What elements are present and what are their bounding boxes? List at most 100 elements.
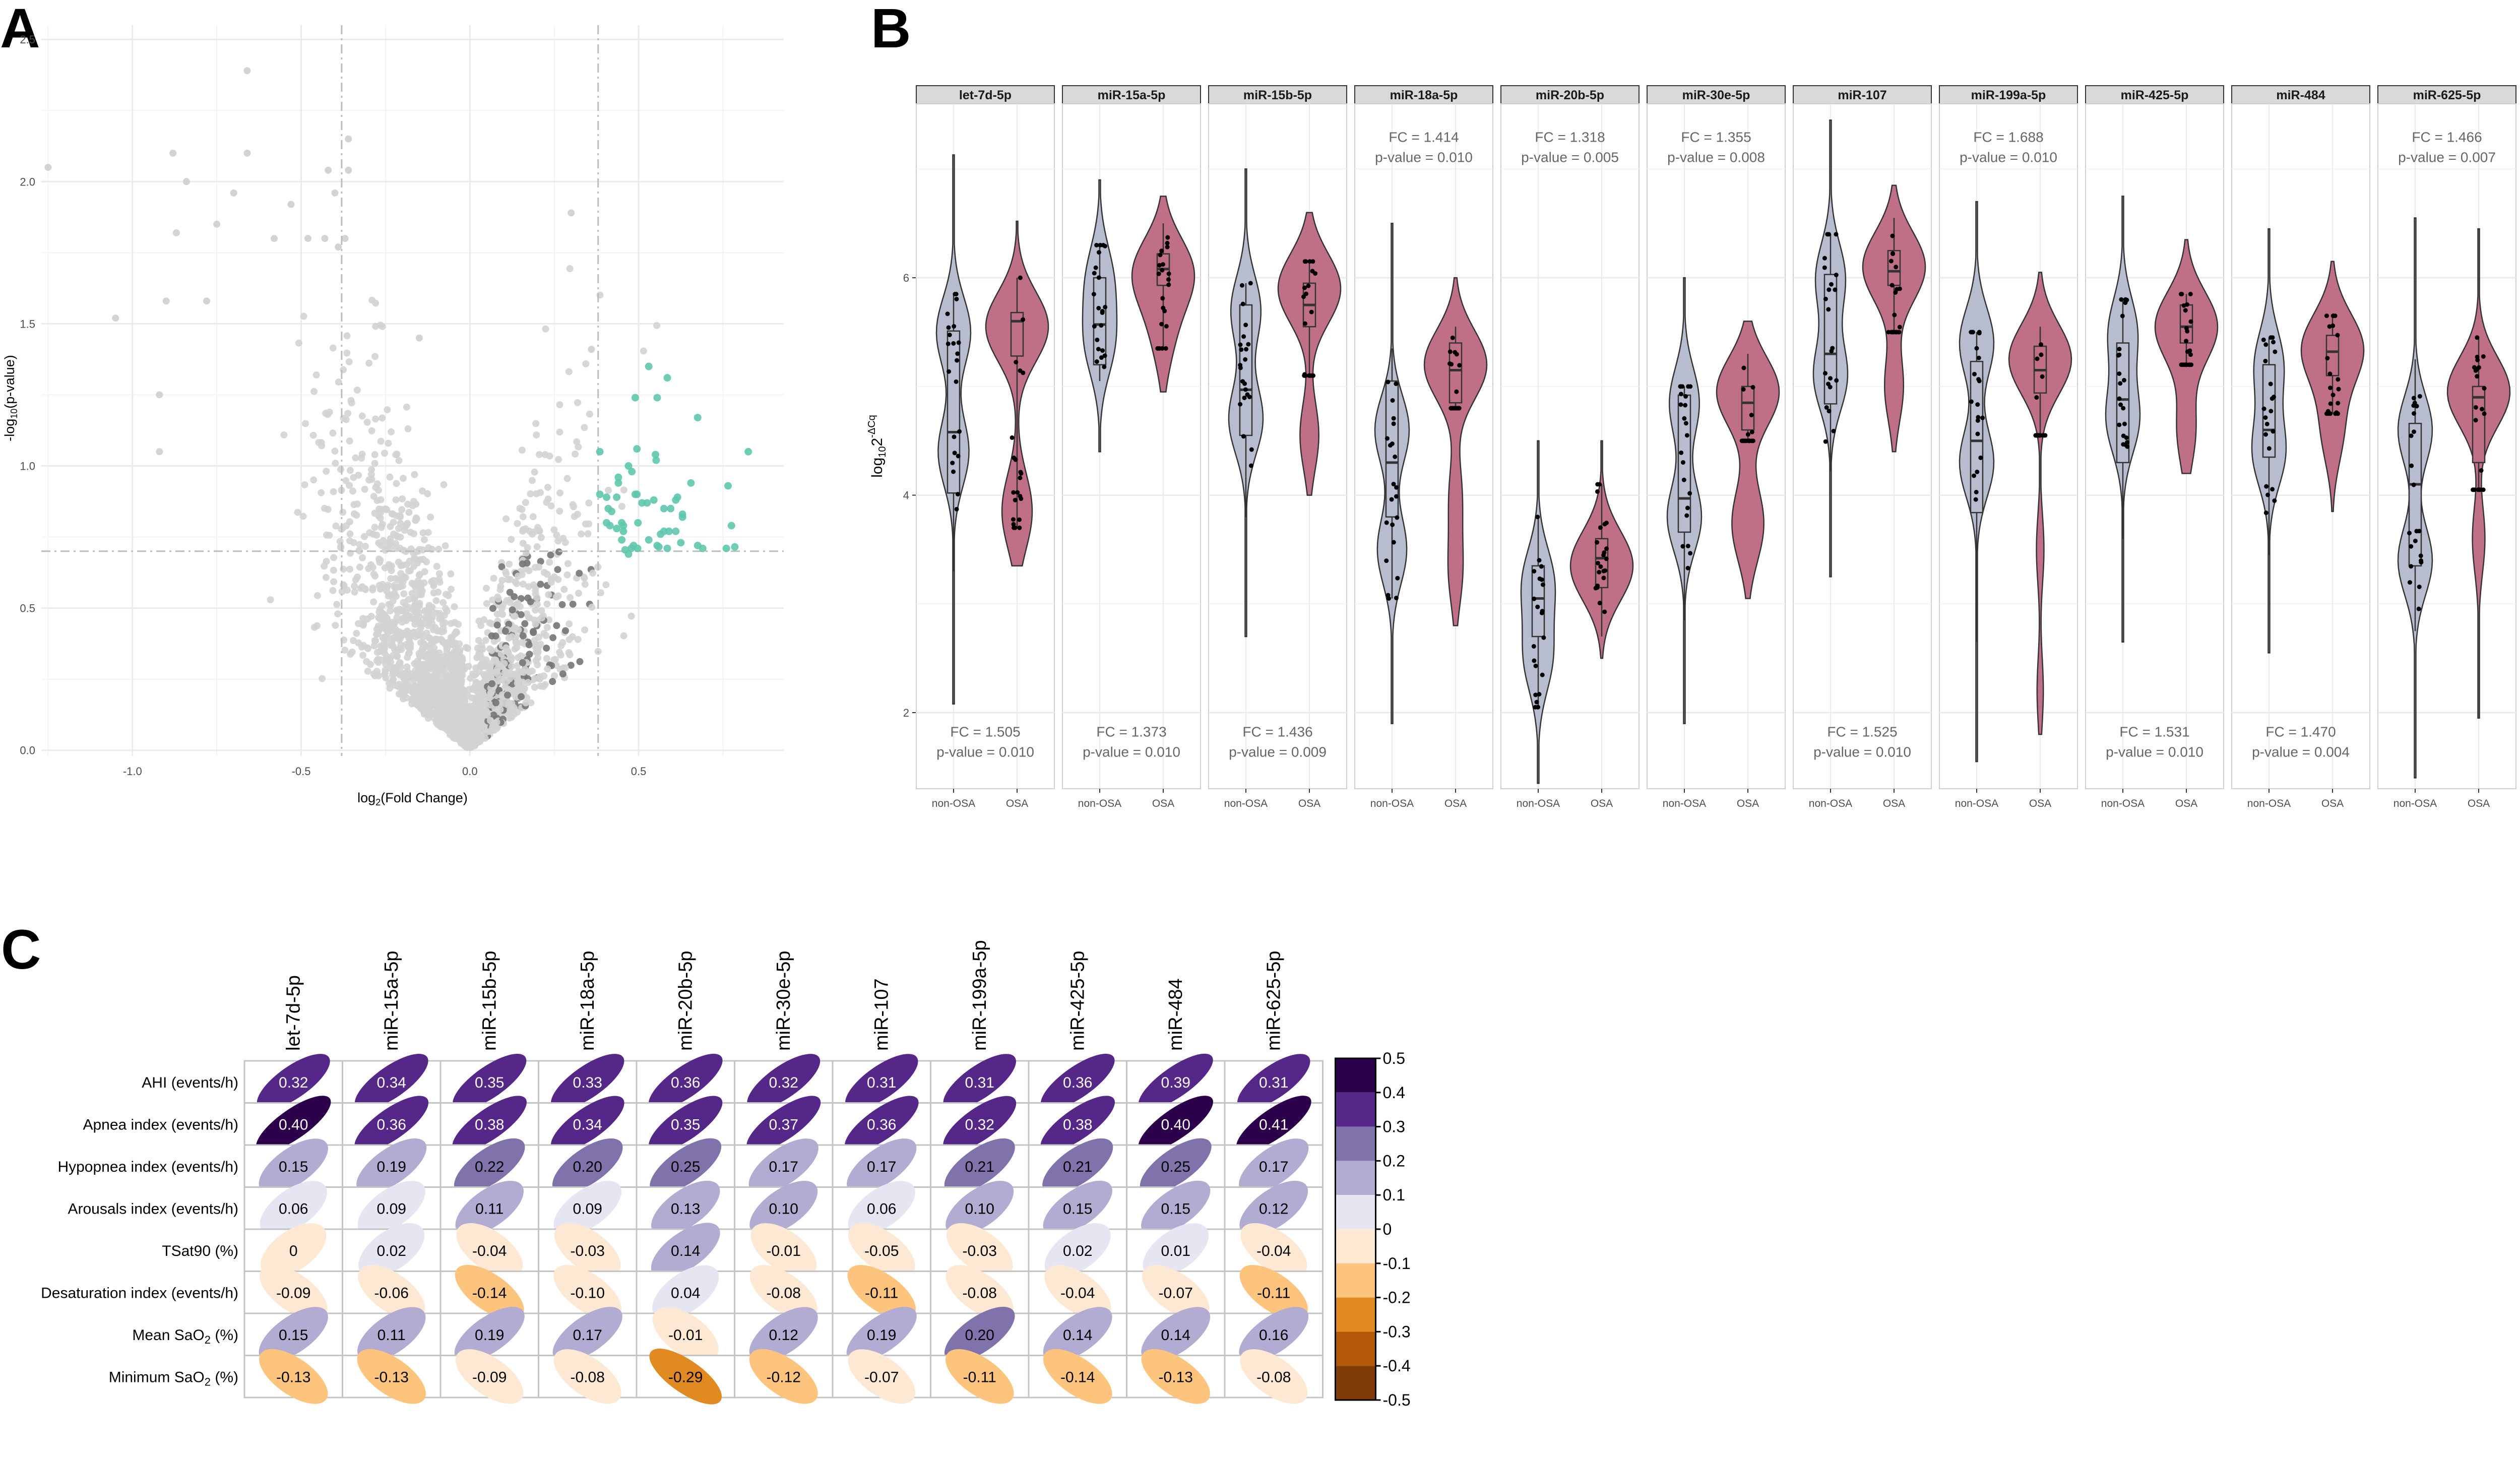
x-tick-label: non-OSA: [2247, 798, 2291, 809]
correlation-value: 0.14: [671, 1243, 700, 1259]
significant-point: [614, 473, 622, 481]
data-point: [1750, 385, 1755, 390]
data-point: [2480, 407, 2485, 412]
correlation-value: -0.09: [472, 1369, 507, 1385]
x-tick-label: OSA: [1591, 798, 1613, 809]
data-point: [566, 265, 574, 273]
data-point: [368, 427, 375, 434]
data-point: [945, 311, 950, 316]
data-point: [1158, 252, 1163, 258]
data-point: [1969, 399, 1974, 404]
correlation-value: -0.04: [472, 1243, 507, 1259]
x-tick-label: -1.0: [123, 765, 142, 778]
data-point: [329, 344, 337, 352]
fc-annotation: FC = 1.688: [1973, 130, 2043, 145]
correlation-ellipse: [848, 1181, 915, 1236]
boxplot-box: [2472, 386, 2486, 464]
correlation-ellipse: [746, 1096, 821, 1153]
correlation-value: 0.14: [1063, 1327, 1092, 1344]
data-point: [392, 496, 400, 503]
correlation-cell: 0.38: [1028, 1096, 1127, 1153]
data-point: [385, 561, 393, 568]
data-point: [2475, 374, 2480, 379]
data-point: [954, 506, 959, 512]
correlation-value: 0.11: [377, 1327, 406, 1344]
data-point: [417, 621, 425, 628]
data-point: [1098, 242, 1103, 247]
data-point: [547, 579, 555, 586]
data-point: [2118, 402, 2123, 407]
correlation-cell: -0.05: [832, 1223, 931, 1278]
data-point: [499, 611, 507, 618]
data-point: [415, 334, 423, 342]
data-point: [954, 379, 959, 384]
correlation-value: 0.15: [279, 1327, 308, 1344]
violin-facet-plot: log102-ΔCq 2 4 6 let-7d-5p non-OSA OSA FC = 1.5…: [866, 85, 2516, 809]
data-point: [1099, 323, 1104, 328]
data-point: [565, 620, 573, 627]
correlation-ellipse: [1141, 1307, 1211, 1362]
correlation-value: -0.13: [374, 1369, 409, 1385]
data-point: [430, 582, 437, 590]
x-tick-label: OSA: [2321, 798, 2344, 809]
correlation-ellipse: [845, 1054, 918, 1110]
data-point: [405, 596, 412, 603]
data-point: [488, 724, 496, 732]
data-point: [542, 632, 550, 640]
data-point: [419, 556, 427, 563]
data-point: [551, 656, 559, 663]
x-tick-label: 0.0: [462, 765, 478, 778]
data-point: [1833, 287, 1838, 292]
data-point: [1310, 269, 1315, 274]
correlation-ellipse: [844, 1096, 919, 1153]
data-point: [2419, 560, 2424, 565]
data-point: [387, 607, 394, 615]
facet-title: miR-625-5p: [2413, 88, 2481, 102]
data-point: [2482, 386, 2487, 391]
data-point: [535, 633, 543, 641]
data-point: [397, 642, 405, 649]
data-point: [356, 541, 363, 548]
data-point: [1096, 347, 1101, 352]
data-point: [498, 563, 506, 570]
data-point: [1018, 475, 1023, 480]
data-point: [1680, 460, 1685, 465]
data-point: [1678, 384, 1683, 389]
data-point: [496, 586, 504, 593]
significant-point: [596, 490, 604, 498]
correlation-cell: 0.20: [930, 1306, 1030, 1362]
data-point: [1249, 447, 1254, 452]
column-label: miR-107: [871, 978, 892, 1051]
data-point: [343, 349, 351, 357]
data-point: [1011, 522, 1016, 527]
x-tick-label: OSA: [1006, 798, 1028, 809]
data-point: [1823, 439, 1828, 444]
data-point: [2326, 411, 2332, 416]
data-point: [1010, 435, 1015, 440]
data-point: [405, 567, 412, 575]
fc-annotation: FC = 1.505: [950, 724, 1020, 739]
data-point: [1970, 330, 1975, 335]
significant-point: [627, 544, 635, 552]
data-point: [1394, 485, 1399, 490]
data-point: [1243, 387, 1248, 392]
data-point: [1103, 243, 1108, 248]
data-point: [379, 414, 386, 422]
data-point: [310, 476, 318, 484]
significant-point: [727, 522, 735, 530]
data-point: [2117, 352, 2122, 357]
data-point: [1685, 543, 1690, 548]
x-tick-label: non-OSA: [932, 798, 975, 809]
data-point: [1454, 389, 1459, 394]
data-point: [2475, 357, 2480, 362]
data-point: [470, 686, 477, 693]
data-point: [2407, 531, 2412, 536]
correlation-value: -0.09: [276, 1285, 310, 1301]
data-point: [627, 612, 635, 620]
data-point: [389, 635, 397, 643]
correlation-value: 0.16: [1259, 1327, 1288, 1344]
data-point: [1302, 372, 1307, 377]
correlation-ellipse: [848, 1223, 915, 1278]
data-point: [520, 669, 527, 676]
data-point: [2184, 326, 2189, 331]
